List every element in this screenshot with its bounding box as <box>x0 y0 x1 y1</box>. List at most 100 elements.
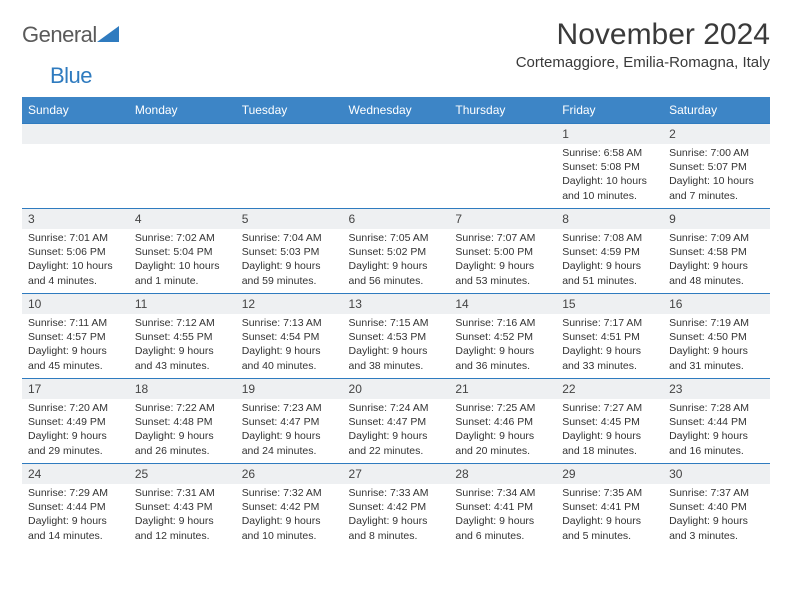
day-d2: and 22 minutes. <box>349 444 444 458</box>
col-header: Saturday <box>663 97 770 123</box>
day-sr: Sunrise: 7:07 AM <box>455 231 550 245</box>
day-data: Sunrise: 7:35 AMSunset: 4:41 PMDaylight:… <box>556 484 663 543</box>
day-ss: Sunset: 4:52 PM <box>455 330 550 344</box>
day-sr: Sunrise: 7:20 AM <box>28 401 123 415</box>
calendar-cell: 29Sunrise: 7:35 AMSunset: 4:41 PMDayligh… <box>556 463 663 548</box>
day-ss: Sunset: 4:41 PM <box>562 500 657 514</box>
day-data: Sunrise: 7:09 AMSunset: 4:58 PMDaylight:… <box>663 229 770 288</box>
page-subtitle: Cortemaggiore, Emilia-Romagna, Italy <box>516 54 770 71</box>
day-data: Sunrise: 7:31 AMSunset: 4:43 PMDaylight:… <box>129 484 236 543</box>
page-title: November 2024 <box>516 18 770 52</box>
day-sr: Sunrise: 7:11 AM <box>28 316 123 330</box>
calendar-cell: 27Sunrise: 7:33 AMSunset: 4:42 PMDayligh… <box>343 463 450 548</box>
day-ss: Sunset: 4:44 PM <box>28 500 123 514</box>
day-data: Sunrise: 7:11 AMSunset: 4:57 PMDaylight:… <box>22 314 129 373</box>
day-number <box>449 123 556 144</box>
day-ss: Sunset: 5:04 PM <box>135 245 230 259</box>
day-d2: and 18 minutes. <box>562 444 657 458</box>
day-number: 10 <box>22 293 129 314</box>
day-d2: and 45 minutes. <box>28 359 123 373</box>
day-number: 3 <box>22 208 129 229</box>
day-data: Sunrise: 7:16 AMSunset: 4:52 PMDaylight:… <box>449 314 556 373</box>
day-number: 15 <box>556 293 663 314</box>
day-d2: and 5 minutes. <box>562 529 657 543</box>
calendar-cell: 19Sunrise: 7:23 AMSunset: 4:47 PMDayligh… <box>236 378 343 463</box>
calendar-cell: 2Sunrise: 7:00 AMSunset: 5:07 PMDaylight… <box>663 123 770 208</box>
day-sr: Sunrise: 7:25 AM <box>455 401 550 415</box>
calendar-cell <box>22 123 129 208</box>
calendar-row: 1Sunrise: 6:58 AMSunset: 5:08 PMDaylight… <box>22 123 770 208</box>
calendar-row: 3Sunrise: 7:01 AMSunset: 5:06 PMDaylight… <box>22 208 770 293</box>
day-d2: and 31 minutes. <box>669 359 764 373</box>
day-d1: Daylight: 9 hours <box>669 514 764 528</box>
day-number <box>129 123 236 144</box>
calendar-cell: 22Sunrise: 7:27 AMSunset: 4:45 PMDayligh… <box>556 378 663 463</box>
day-d2: and 33 minutes. <box>562 359 657 373</box>
day-number: 6 <box>343 208 450 229</box>
day-d1: Daylight: 9 hours <box>349 344 444 358</box>
day-sr: Sunrise: 7:22 AM <box>135 401 230 415</box>
col-header: Sunday <box>22 97 129 123</box>
day-number: 30 <box>663 463 770 484</box>
calendar-cell <box>343 123 450 208</box>
day-d1: Daylight: 9 hours <box>562 429 657 443</box>
day-d1: Daylight: 9 hours <box>242 344 337 358</box>
day-data: Sunrise: 7:02 AMSunset: 5:04 PMDaylight:… <box>129 229 236 288</box>
day-data: Sunrise: 7:22 AMSunset: 4:48 PMDaylight:… <box>129 399 236 458</box>
day-d2: and 56 minutes. <box>349 274 444 288</box>
calendar-cell: 18Sunrise: 7:22 AMSunset: 4:48 PMDayligh… <box>129 378 236 463</box>
day-number: 19 <box>236 378 343 399</box>
day-data: Sunrise: 7:32 AMSunset: 4:42 PMDaylight:… <box>236 484 343 543</box>
day-d1: Daylight: 9 hours <box>349 259 444 273</box>
day-sr: Sunrise: 6:58 AM <box>562 146 657 160</box>
day-number: 17 <box>22 378 129 399</box>
day-data: Sunrise: 7:13 AMSunset: 4:54 PMDaylight:… <box>236 314 343 373</box>
day-data: Sunrise: 6:58 AMSunset: 5:08 PMDaylight:… <box>556 144 663 203</box>
day-data: Sunrise: 7:01 AMSunset: 5:06 PMDaylight:… <box>22 229 129 288</box>
day-number: 1 <box>556 123 663 144</box>
day-data: Sunrise: 7:27 AMSunset: 4:45 PMDaylight:… <box>556 399 663 458</box>
calendar-cell: 14Sunrise: 7:16 AMSunset: 4:52 PMDayligh… <box>449 293 556 378</box>
logo: General <box>22 18 119 48</box>
day-number: 4 <box>129 208 236 229</box>
calendar-cell: 13Sunrise: 7:15 AMSunset: 4:53 PMDayligh… <box>343 293 450 378</box>
day-d2: and 4 minutes. <box>28 274 123 288</box>
calendar-cell: 15Sunrise: 7:17 AMSunset: 4:51 PMDayligh… <box>556 293 663 378</box>
day-sr: Sunrise: 7:16 AM <box>455 316 550 330</box>
day-d2: and 24 minutes. <box>242 444 337 458</box>
day-sr: Sunrise: 7:09 AM <box>669 231 764 245</box>
day-d2: and 6 minutes. <box>455 529 550 543</box>
day-d2: and 20 minutes. <box>455 444 550 458</box>
day-d1: Daylight: 9 hours <box>135 514 230 528</box>
day-number: 13 <box>343 293 450 314</box>
day-ss: Sunset: 4:53 PM <box>349 330 444 344</box>
day-d1: Daylight: 9 hours <box>28 429 123 443</box>
day-d1: Daylight: 9 hours <box>562 259 657 273</box>
day-data: Sunrise: 7:29 AMSunset: 4:44 PMDaylight:… <box>22 484 129 543</box>
day-number: 27 <box>343 463 450 484</box>
calendar-cell: 23Sunrise: 7:28 AMSunset: 4:44 PMDayligh… <box>663 378 770 463</box>
calendar-row: 10Sunrise: 7:11 AMSunset: 4:57 PMDayligh… <box>22 293 770 378</box>
day-sr: Sunrise: 7:28 AM <box>669 401 764 415</box>
day-sr: Sunrise: 7:32 AM <box>242 486 337 500</box>
day-sr: Sunrise: 7:00 AM <box>669 146 764 160</box>
calendar-cell: 21Sunrise: 7:25 AMSunset: 4:46 PMDayligh… <box>449 378 556 463</box>
day-d1: Daylight: 10 hours <box>669 174 764 188</box>
day-number: 8 <box>556 208 663 229</box>
col-header: Friday <box>556 97 663 123</box>
day-sr: Sunrise: 7:04 AM <box>242 231 337 245</box>
calendar-cell: 10Sunrise: 7:11 AMSunset: 4:57 PMDayligh… <box>22 293 129 378</box>
day-ss: Sunset: 4:48 PM <box>135 415 230 429</box>
col-header: Wednesday <box>343 97 450 123</box>
day-ss: Sunset: 4:46 PM <box>455 415 550 429</box>
day-d1: Daylight: 10 hours <box>135 259 230 273</box>
calendar-cell: 3Sunrise: 7:01 AMSunset: 5:06 PMDaylight… <box>22 208 129 293</box>
day-d2: and 3 minutes. <box>669 529 764 543</box>
calendar-row: 24Sunrise: 7:29 AMSunset: 4:44 PMDayligh… <box>22 463 770 548</box>
calendar-cell: 5Sunrise: 7:04 AMSunset: 5:03 PMDaylight… <box>236 208 343 293</box>
day-data: Sunrise: 7:20 AMSunset: 4:49 PMDaylight:… <box>22 399 129 458</box>
day-sr: Sunrise: 7:13 AM <box>242 316 337 330</box>
day-number: 29 <box>556 463 663 484</box>
col-header: Monday <box>129 97 236 123</box>
day-d2: and 12 minutes. <box>135 529 230 543</box>
